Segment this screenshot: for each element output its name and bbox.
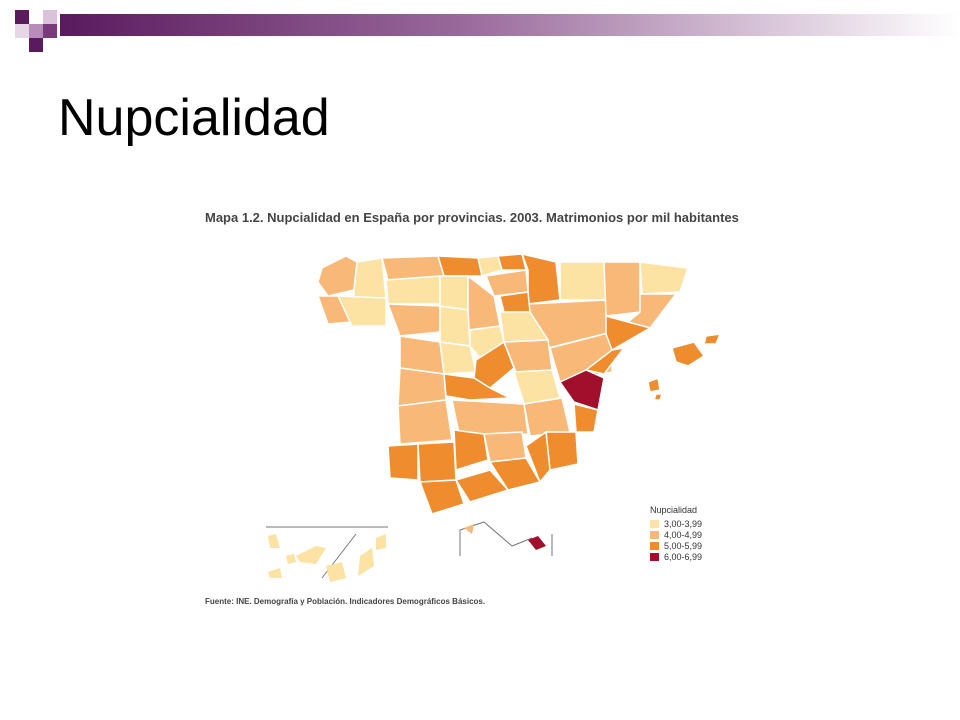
island-fuerteventura <box>358 548 374 576</box>
province-lleida <box>603 261 641 317</box>
legend-label: 3,00-3,99 <box>664 518 703 529</box>
legend-item: 3,00-3,99 <box>650 518 702 529</box>
province-palencia <box>439 275 469 311</box>
province-sevilla <box>417 441 457 483</box>
island-mallorca <box>671 341 705 367</box>
map-source: Fuente: INE. Demografía y Población. Ind… <box>205 597 486 606</box>
ceuta <box>464 524 474 534</box>
legend-swatch <box>650 530 659 539</box>
province-zamora <box>387 303 441 337</box>
slide-title: Nupcialidad <box>58 89 330 147</box>
legend-label: 4,00-4,99 <box>664 529 703 540</box>
island-el-hierro <box>268 568 282 578</box>
province-alicante <box>573 403 599 433</box>
island-la-gomera <box>286 554 296 564</box>
legend-item: 6,00-6,99 <box>650 551 702 562</box>
province-tarragona <box>605 315 651 351</box>
province-girona <box>639 261 689 295</box>
island-ibiza <box>647 377 661 393</box>
legend-swatch <box>650 519 659 528</box>
province-cantabria <box>437 255 483 277</box>
legend-label: 6,00-6,99 <box>664 551 703 562</box>
island-lanzarote <box>376 534 386 550</box>
province-castellon <box>585 347 625 375</box>
province-avila <box>439 341 477 375</box>
province-cadiz <box>419 479 465 515</box>
province-malaga <box>455 469 509 503</box>
island-gran-canaria <box>326 562 346 582</box>
province-leon <box>385 275 441 305</box>
province-murcia <box>545 431 579 471</box>
province-ourense <box>337 295 387 327</box>
province-valencia <box>559 369 605 411</box>
legend-swatch <box>650 552 659 561</box>
province-huelva <box>387 443 419 481</box>
province-valladolid <box>439 305 471 347</box>
island-formentera <box>653 393 663 401</box>
province-ciudad-real <box>451 399 529 439</box>
island-menorca <box>703 333 721 345</box>
province-guipuzcoa <box>497 253 527 271</box>
province-jaen <box>483 431 527 463</box>
legend-item: 5,00-5,99 <box>650 540 702 551</box>
province-la-rioja <box>499 291 531 313</box>
province-madrid <box>473 341 515 389</box>
melilla <box>528 536 546 550</box>
legend-title: Nupcialidad <box>650 505 698 515</box>
map-title: Mapa 1.2. Nupcialidad en España por prov… <box>205 210 739 225</box>
canary-islands-inset <box>266 526 388 582</box>
province-navarra <box>521 253 561 305</box>
island-la-palma <box>268 534 280 548</box>
province-almeria <box>525 431 551 483</box>
title-decoration <box>15 10 960 52</box>
province-badajoz <box>397 399 453 445</box>
title-bar-gradient <box>60 14 960 36</box>
map-legend: Nupcialidad 3,00-3,99 4,00-4,99 5,00-5,9… <box>650 505 702 562</box>
legend-item: 4,00-4,99 <box>650 529 702 540</box>
province-a-coruna <box>317 255 358 297</box>
province-alava <box>485 269 529 297</box>
legend-label: 5,00-5,99 <box>664 540 703 551</box>
ceuta-melilla-inset <box>459 521 553 556</box>
island-tenerife <box>296 546 326 564</box>
legend-swatch <box>650 541 659 550</box>
province-cordoba <box>453 429 489 471</box>
province-albacete <box>523 397 571 437</box>
province-huesca <box>559 261 607 301</box>
